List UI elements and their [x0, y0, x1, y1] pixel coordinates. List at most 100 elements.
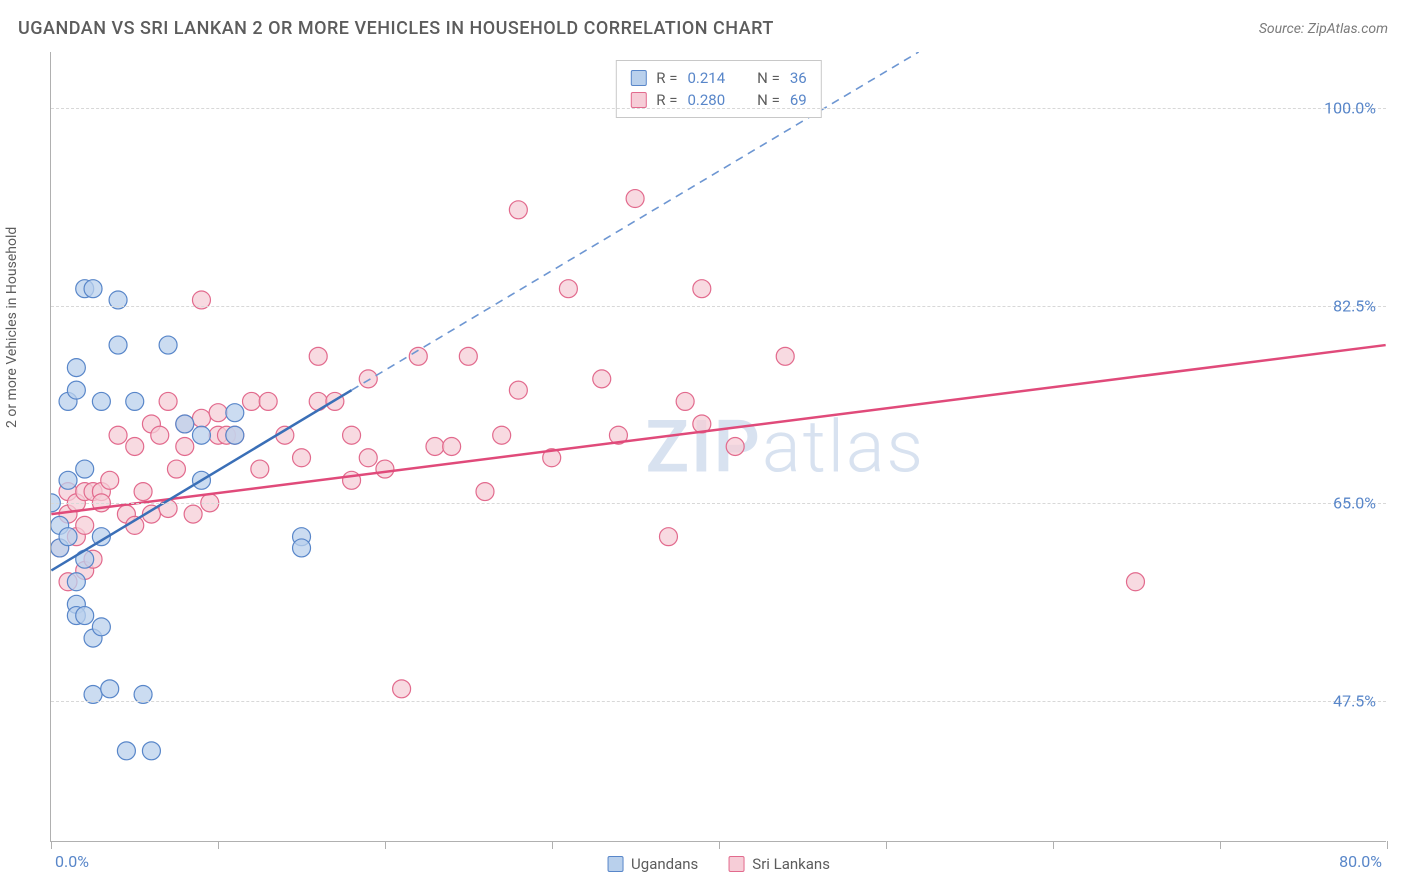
- r-value-ugandans: 0.214: [687, 69, 725, 87]
- data-point: [109, 336, 127, 354]
- data-point: [59, 471, 77, 489]
- data-point: [192, 426, 210, 444]
- data-point: [134, 483, 152, 501]
- data-point: [226, 404, 244, 422]
- data-point: [67, 381, 85, 399]
- data-point: [151, 426, 169, 444]
- data-point: [226, 426, 244, 444]
- data-point: [293, 539, 311, 557]
- data-point: [176, 415, 194, 433]
- y-tick-label: 82.5%: [1333, 296, 1376, 315]
- x-tick: [886, 841, 887, 849]
- data-point: [509, 201, 527, 219]
- data-point: [84, 280, 102, 298]
- data-point: [559, 280, 577, 298]
- data-point: [109, 426, 127, 444]
- x-tick: [1220, 841, 1221, 849]
- data-point: [59, 528, 77, 546]
- scatter-plot-svg: [51, 52, 1386, 841]
- data-point: [593, 370, 611, 388]
- data-point: [309, 347, 327, 365]
- data-point: [293, 449, 311, 467]
- source-attribution: Source: ZipAtlas.com: [1259, 21, 1388, 37]
- y-tick-label: 47.5%: [1333, 691, 1376, 710]
- x-tick: [385, 841, 386, 849]
- bottom-legend: Ugandans Sri Lankans: [607, 855, 830, 873]
- legend-item-ugandans: Ugandans: [607, 855, 698, 873]
- chart-header: UGANDAN VS SRI LANKAN 2 OR MORE VEHICLES…: [18, 18, 1388, 39]
- data-point: [376, 460, 394, 478]
- n-label: N =: [757, 91, 780, 109]
- data-point: [359, 370, 377, 388]
- stat-row-ugandans: R = 0.214 N = 36: [630, 67, 806, 89]
- n-value-srilankans: 69: [790, 91, 807, 109]
- data-point: [443, 438, 461, 456]
- data-point: [76, 516, 94, 534]
- data-point: [343, 471, 361, 489]
- x-tick: [51, 841, 52, 849]
- data-point: [142, 742, 160, 760]
- data-point: [359, 449, 377, 467]
- data-point: [459, 347, 477, 365]
- data-point: [209, 404, 227, 422]
- swatch-srilankans: [630, 92, 646, 108]
- data-point: [493, 426, 511, 444]
- x-tick: [1387, 841, 1388, 849]
- data-point: [76, 607, 94, 625]
- data-point: [126, 438, 144, 456]
- grid-line: [51, 701, 1386, 702]
- grid-line: [51, 503, 1386, 504]
- r-label: R =: [656, 91, 677, 109]
- swatch-ugandans: [630, 70, 646, 86]
- regression-line: [51, 345, 1385, 514]
- data-point: [476, 483, 494, 501]
- data-point: [776, 347, 794, 365]
- data-point: [426, 438, 444, 456]
- swatch-ugandans-icon: [607, 856, 623, 872]
- grid-line: [51, 306, 1386, 307]
- data-point: [192, 409, 210, 427]
- data-point: [693, 280, 711, 298]
- n-label: N =: [757, 69, 780, 87]
- x-tick: [218, 841, 219, 849]
- data-point: [251, 460, 269, 478]
- y-tick-label: 100.0%: [1324, 99, 1376, 118]
- data-point: [176, 438, 194, 456]
- grid-line: [51, 108, 1386, 109]
- legend-label-ugandans: Ugandans: [631, 855, 698, 873]
- data-point: [101, 471, 119, 489]
- data-point: [259, 392, 277, 410]
- n-value-ugandans: 36: [790, 69, 807, 87]
- r-label: R =: [656, 69, 677, 87]
- x-tick: [719, 841, 720, 849]
- x-tick: [1053, 841, 1054, 849]
- data-point: [167, 460, 185, 478]
- data-point: [159, 336, 177, 354]
- x-tick: [552, 841, 553, 849]
- chart-plot-area: ZIPatlas R = 0.214 N = 36 R = 0.280 N = …: [50, 52, 1386, 842]
- data-point: [393, 680, 411, 698]
- data-point: [67, 359, 85, 377]
- x-axis-max: 80.0%: [1339, 852, 1382, 871]
- r-value-srilankans: 0.280: [687, 91, 725, 109]
- legend-item-srilankans: Sri Lankans: [728, 855, 830, 873]
- x-axis-min: 0.0%: [55, 852, 89, 871]
- data-point: [76, 460, 94, 478]
- data-point: [509, 381, 527, 399]
- data-point: [67, 573, 85, 591]
- data-point: [126, 392, 144, 410]
- data-point: [659, 528, 677, 546]
- data-point: [92, 392, 110, 410]
- data-point: [101, 680, 119, 698]
- data-point: [243, 392, 261, 410]
- data-point: [626, 190, 644, 208]
- chart-title: UGANDAN VS SRI LANKAN 2 OR MORE VEHICLES…: [18, 18, 774, 39]
- data-point: [159, 392, 177, 410]
- data-point: [92, 618, 110, 636]
- data-point: [726, 438, 744, 456]
- data-point: [159, 500, 177, 518]
- y-axis-label: 2 or more Vehicles in Household: [4, 227, 20, 428]
- data-point: [117, 742, 135, 760]
- swatch-srilankans-icon: [728, 856, 744, 872]
- data-point: [343, 426, 361, 444]
